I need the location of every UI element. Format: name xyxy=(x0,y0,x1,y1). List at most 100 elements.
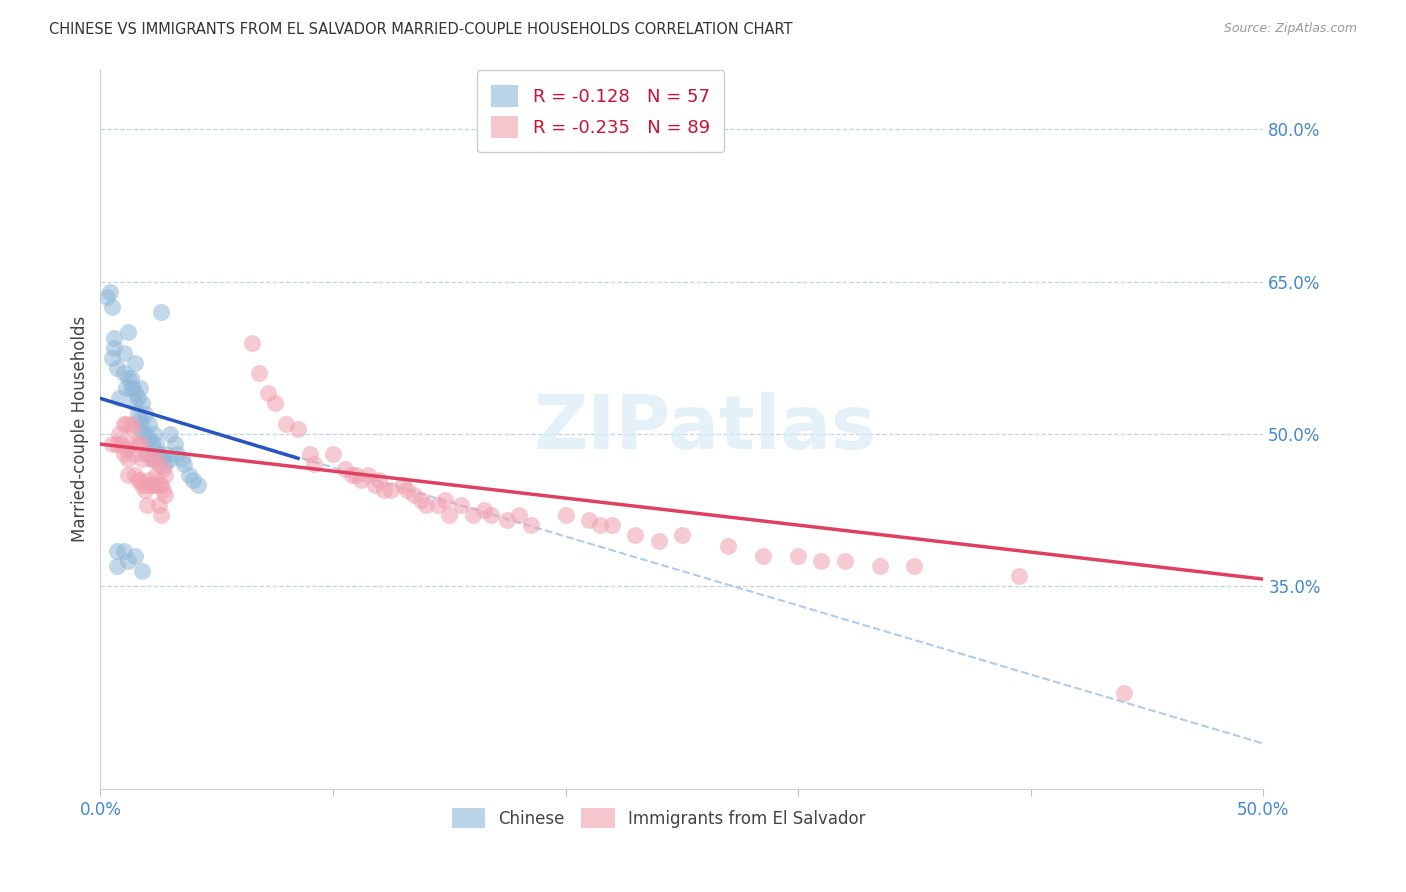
Point xyxy=(624,528,647,542)
Point xyxy=(479,508,502,523)
Point xyxy=(105,437,128,451)
Point xyxy=(135,447,157,461)
Point xyxy=(433,492,456,507)
Point xyxy=(304,458,326,472)
Point xyxy=(508,508,530,523)
Point xyxy=(128,437,150,451)
Point xyxy=(155,458,177,472)
Point xyxy=(122,381,145,395)
Point xyxy=(141,452,163,467)
Point xyxy=(148,477,170,491)
Point xyxy=(131,452,153,467)
Point xyxy=(112,447,135,461)
Point xyxy=(834,554,856,568)
Point xyxy=(149,508,172,523)
Point xyxy=(124,396,146,410)
Point xyxy=(134,426,156,441)
Point xyxy=(247,366,270,380)
Point xyxy=(148,498,170,512)
Point xyxy=(110,437,132,451)
Point xyxy=(148,458,170,472)
Point xyxy=(322,447,344,461)
Point xyxy=(117,326,139,340)
Point xyxy=(131,477,153,491)
Point xyxy=(120,381,142,395)
Point xyxy=(380,483,402,497)
Point xyxy=(155,467,177,482)
Point xyxy=(141,437,163,451)
Point xyxy=(350,473,373,487)
Point xyxy=(333,462,356,476)
Point xyxy=(135,477,157,491)
Point xyxy=(177,467,200,482)
Point xyxy=(600,518,623,533)
Point xyxy=(98,285,121,299)
Point xyxy=(344,467,367,482)
Point xyxy=(112,543,135,558)
Point xyxy=(298,447,321,461)
Point xyxy=(117,467,139,482)
Y-axis label: Married-couple Households: Married-couple Households xyxy=(72,316,89,542)
Point xyxy=(404,488,426,502)
Point xyxy=(142,452,165,467)
Point xyxy=(108,392,131,406)
Point xyxy=(173,458,195,472)
Point xyxy=(120,417,142,431)
Point xyxy=(101,300,124,314)
Point xyxy=(170,452,193,467)
Point xyxy=(138,417,160,431)
Point xyxy=(128,473,150,487)
Point xyxy=(869,558,891,573)
Point xyxy=(187,477,209,491)
Point xyxy=(135,498,157,512)
Point xyxy=(128,422,150,436)
Point xyxy=(101,351,124,365)
Point xyxy=(461,508,484,523)
Point xyxy=(589,518,612,533)
Point xyxy=(108,426,131,441)
Point xyxy=(101,437,124,451)
Point xyxy=(671,528,693,542)
Point xyxy=(578,513,600,527)
Point xyxy=(183,473,205,487)
Point xyxy=(135,447,157,461)
Point xyxy=(117,371,139,385)
Point xyxy=(148,447,170,461)
Point xyxy=(415,498,437,512)
Point xyxy=(105,543,128,558)
Point xyxy=(149,477,172,491)
Point xyxy=(810,554,832,568)
Point xyxy=(124,549,146,563)
Point xyxy=(128,411,150,425)
Point xyxy=(115,417,138,431)
Point xyxy=(145,437,167,451)
Point xyxy=(127,437,149,451)
Point xyxy=(103,330,125,344)
Legend: Chinese, Immigrants from El Salvador: Chinese, Immigrants from El Salvador xyxy=(444,801,872,835)
Point xyxy=(149,305,172,319)
Point xyxy=(138,473,160,487)
Point xyxy=(112,417,135,431)
Point xyxy=(115,442,138,457)
Point xyxy=(287,422,309,436)
Point xyxy=(134,407,156,421)
Point xyxy=(554,508,576,523)
Point xyxy=(124,467,146,482)
Point xyxy=(127,407,149,421)
Text: ZIPatlas: ZIPatlas xyxy=(534,392,876,466)
Point xyxy=(124,386,146,401)
Point xyxy=(472,503,495,517)
Point xyxy=(112,345,135,359)
Point xyxy=(124,447,146,461)
Point xyxy=(155,447,177,461)
Point xyxy=(117,452,139,467)
Text: Source: ZipAtlas.com: Source: ZipAtlas.com xyxy=(1223,22,1357,36)
Point xyxy=(96,290,118,304)
Point xyxy=(152,483,174,497)
Point xyxy=(240,335,263,350)
Point xyxy=(105,558,128,573)
Point xyxy=(120,371,142,385)
Point xyxy=(152,462,174,476)
Point xyxy=(141,452,163,467)
Point xyxy=(131,564,153,578)
